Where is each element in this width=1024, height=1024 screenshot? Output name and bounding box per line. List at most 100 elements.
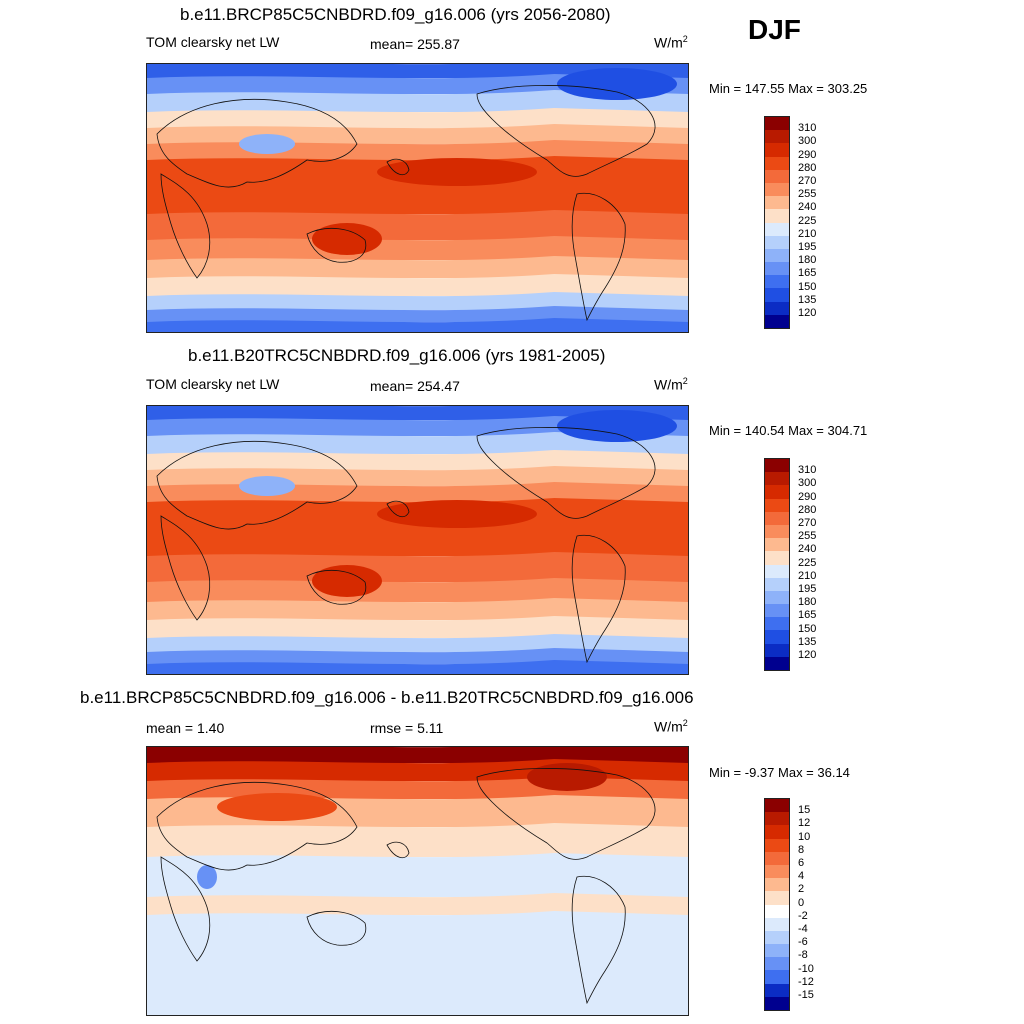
- colorbar-swatch: [765, 564, 789, 578]
- colorbar-tick-label: 240: [798, 201, 817, 214]
- colorbar-swatch: [765, 656, 789, 670]
- colorbar-swatch: [765, 130, 789, 144]
- colorbar-swatch: [765, 944, 789, 958]
- panel-3-mean: mean = 1.40: [146, 720, 225, 736]
- panel-3-minmax: Min = -9.37 Max = 36.14: [709, 765, 850, 780]
- colorbar-swatch: [765, 604, 789, 618]
- colorbar-swatch: [765, 301, 789, 315]
- colorbar-swatch: [765, 117, 789, 131]
- colorbar-tick-label: 290: [798, 148, 817, 161]
- panel-1-units: W/m2: [654, 34, 688, 51]
- colorbar-tick-label: 10: [798, 830, 811, 843]
- colorbar-tick-label: 0: [798, 896, 805, 909]
- panel-2-minmax: Min = 140.54 Max = 304.71: [709, 423, 868, 438]
- colorbar-tick-label: 195: [798, 241, 817, 253]
- colorbar-swatch: [765, 511, 789, 525]
- colorbar-swatch: [765, 275, 789, 289]
- colorbar-swatch: [765, 851, 789, 865]
- colorbar-swatch: [765, 590, 789, 605]
- panel-3-rmse: rmse = 5.11: [370, 720, 444, 736]
- colorbar-tick-label: 210: [798, 569, 817, 582]
- colorbar-tick-label: 255: [798, 188, 817, 201]
- panel-1-map: [146, 63, 689, 333]
- panel-3-title: b.e11.BRCP85C5CNBDRD.f09_g16.006 - b.e11…: [80, 688, 694, 707]
- colorbar-swatch: [765, 643, 789, 657]
- colorbar-swatch: [765, 878, 789, 892]
- colorbar-swatch: [765, 209, 789, 223]
- colorbar-tick-label: 240: [798, 543, 817, 556]
- colorbar-tick-label: 6: [798, 857, 805, 869]
- colorbar-swatch: [765, 459, 789, 473]
- colorbar-swatch: [765, 838, 789, 852]
- colorbar-tick-label: 4: [798, 870, 805, 883]
- panel-2-units: W/m2: [654, 376, 688, 393]
- colorbar-tick-label: -4: [798, 923, 808, 935]
- colorbar-tick-label: 210: [798, 227, 817, 240]
- colorbar-swatch: [765, 630, 789, 644]
- colorbar-swatch: [765, 222, 789, 236]
- colorbar-tick-label: -6: [798, 936, 808, 949]
- colorbar-tick-label: 180: [798, 596, 817, 609]
- colorbar-tick-label: 180: [798, 254, 817, 267]
- colorbar-tick-label: 12: [798, 817, 811, 830]
- colorbar-tick-label: 2: [798, 883, 805, 896]
- colorbar-tick-label: -12: [798, 975, 814, 988]
- colorbar-swatch: [765, 169, 789, 183]
- colorbar-swatch: [765, 156, 789, 170]
- season-label: DJF: [748, 14, 801, 45]
- colorbar-tick-label: 150: [798, 280, 817, 293]
- colorbar-tick-label: 165: [798, 267, 817, 280]
- colorbar-tick-label: 300: [798, 477, 817, 490]
- panel-1-mean: mean= 255.87: [370, 36, 460, 52]
- colorbar-tick-label: 135: [798, 293, 817, 306]
- colorbar-tick-label: 150: [798, 622, 817, 635]
- colorbar-swatch: [765, 970, 789, 984]
- colorbar-swatch: [765, 799, 789, 813]
- panel-1-title: b.e11.BRCP85C5CNBDRD.f09_g16.006 (yrs 20…: [180, 5, 611, 24]
- colorbar-swatch: [765, 472, 789, 486]
- colorbar-swatch: [765, 143, 789, 157]
- colorbar-swatch: [765, 248, 789, 263]
- panel-3-colorbar: [764, 798, 790, 1012]
- panel-1-minmax: Min = 147.55 Max = 303.25: [709, 81, 868, 96]
- colorbar-tick-label: 135: [798, 635, 817, 648]
- colorbar-swatch: [765, 930, 789, 945]
- colorbar-swatch: [765, 891, 789, 905]
- colorbar-swatch: [765, 983, 789, 997]
- colorbar-swatch: [765, 825, 789, 839]
- panel-1-colorbar: [764, 116, 790, 330]
- panel-2-variable: TOM clearsky net LW: [146, 376, 280, 392]
- colorbar-swatch: [765, 812, 789, 826]
- panel-3-map: [146, 746, 689, 1016]
- colorbar-swatch: [765, 551, 789, 565]
- panel-2-map: [146, 405, 689, 675]
- colorbar-tick-label: 270: [798, 517, 817, 529]
- colorbar-tick-label: 225: [798, 556, 817, 569]
- colorbar-tick-label: 15: [798, 804, 811, 817]
- colorbar-swatch: [765, 904, 789, 918]
- panel-2-title: b.e11.B20TRC5CNBDRD.f09_g16.006 (yrs 198…: [188, 346, 606, 365]
- panel-1-variable: TOM clearsky net LW: [146, 34, 280, 50]
- colorbar-tick-label: 280: [798, 503, 817, 516]
- colorbar-swatch: [765, 196, 789, 210]
- panel-3-units: W/m2: [654, 718, 688, 735]
- colorbar-tick-label: 8: [798, 843, 805, 856]
- colorbar-tick-label: 310: [798, 122, 817, 135]
- colorbar-tick-label: 195: [798, 583, 817, 595]
- colorbar-swatch: [765, 314, 789, 328]
- colorbar-swatch: [765, 262, 789, 276]
- colorbar-tick-label: -10: [798, 962, 814, 975]
- colorbar-swatch: [765, 288, 789, 302]
- panel-2-colorbar: [764, 458, 790, 672]
- colorbar-tick-label: 225: [798, 214, 817, 227]
- colorbar-swatch: [765, 617, 789, 631]
- colorbar-tick-label: 270: [798, 175, 817, 187]
- colorbar-tick-label: 120: [798, 307, 817, 319]
- colorbar-tick-label: 300: [798, 135, 817, 148]
- colorbar-tick-label: 165: [798, 609, 817, 622]
- colorbar-tick-label: 280: [798, 161, 817, 174]
- colorbar-swatch: [765, 864, 789, 879]
- panel-2-mean: mean= 254.47: [370, 378, 460, 394]
- colorbar-swatch: [765, 235, 789, 249]
- colorbar-swatch: [765, 917, 789, 931]
